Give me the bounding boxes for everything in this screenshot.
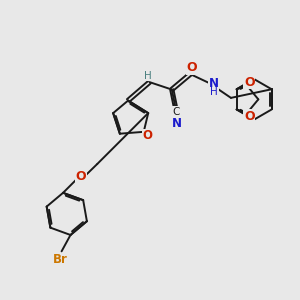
Text: N: N	[172, 117, 182, 130]
Text: N: N	[209, 77, 219, 90]
Text: O: O	[142, 129, 153, 142]
Text: H: H	[144, 70, 152, 81]
Text: Br: Br	[53, 253, 68, 266]
Text: O: O	[186, 61, 197, 74]
Text: O: O	[244, 76, 255, 88]
Text: O: O	[244, 110, 255, 123]
Text: H: H	[210, 87, 218, 97]
Text: O: O	[76, 170, 86, 183]
Text: C: C	[172, 107, 179, 117]
